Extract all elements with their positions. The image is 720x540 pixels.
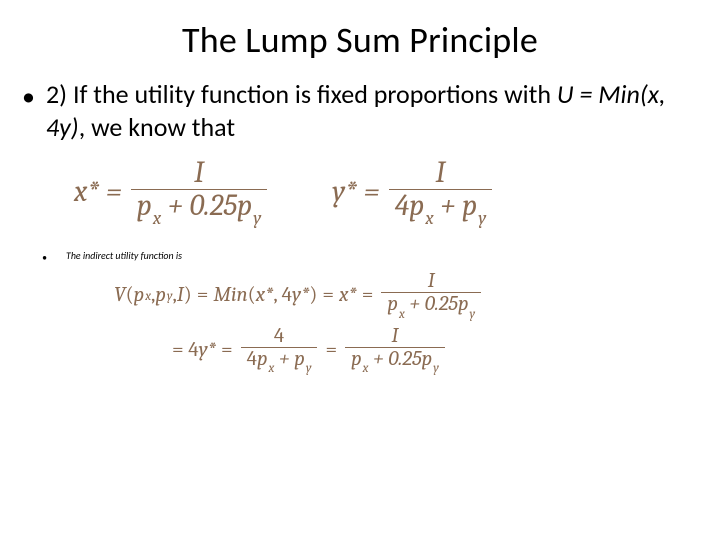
eq-xstar-lhs: x* = [74,174,122,209]
eq-xstar-num: I [188,157,210,189]
bullet-1-pre: 2) If the utility function is fixed prop… [46,78,557,110]
eq2-l2-frac1: 4 4px + py [241,325,318,374]
eq2-l2-frac2: I px + 0.25py [345,325,445,374]
eq-ystar-den: 4px + py [389,190,493,227]
slide-title: The Lump Sum Principle [22,18,698,62]
eq-xstar: x* = I px + 0.25py [74,157,270,226]
bullet-dot: • [42,252,66,264]
bullet-2-text: The indirect utility function is [66,250,698,262]
bullet-1: • 2) If the utility function is fixed pr… [22,78,698,143]
equation-block-2: V(px, py, I) = Min(x*, 4y*) = x* = I px … [114,270,698,374]
bullet-1-post: , we know that [79,111,235,143]
bullet-2: • The indirect utility function is [42,250,698,264]
bullet-1-text: 2) If the utility function is fixed prop… [46,78,698,143]
eq-ystar-lhs: y* = [332,174,379,209]
eq-ystar-num: I [429,157,451,189]
eq2-line-2: = 4y* = 4 4px + py = I px + 0.25py [172,325,698,374]
eq2-l1-frac: I px + 0.25py [381,270,481,319]
eq-ystar: y* = I 4px + py [332,157,495,226]
equation-row-1: x* = I px + 0.25py y* = I 4px + py [74,157,698,226]
eq-xstar-frac: I px + 0.25py [131,157,267,226]
eq-xstar-den: px + 0.25py [131,190,267,227]
bullet-dot: • [22,80,46,113]
eq2-line-1: V(px, py, I) = Min(x*, 4y*) = x* = I px … [114,270,698,319]
eq-ystar-frac: I 4px + py [389,157,493,226]
slide: The Lump Sum Principle • 2) If the utili… [0,0,720,540]
